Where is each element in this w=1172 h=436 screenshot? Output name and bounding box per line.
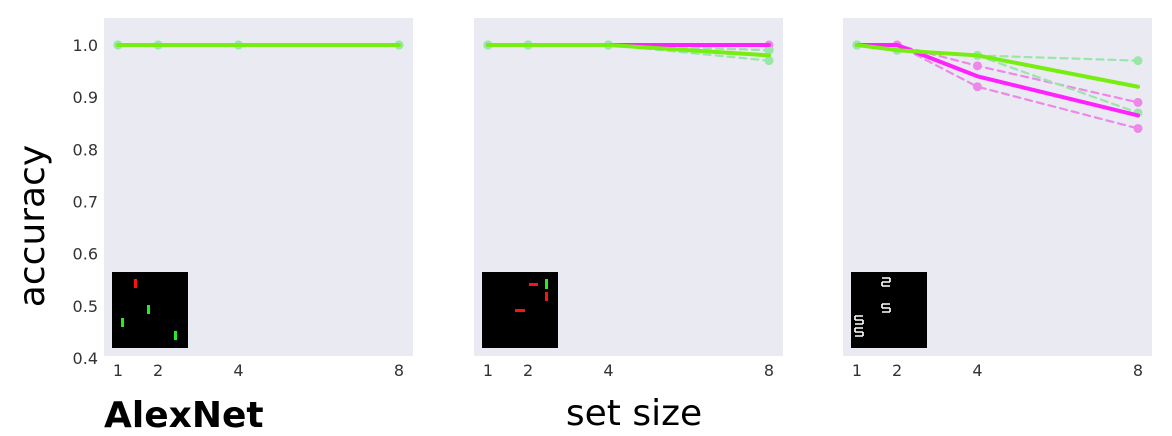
stimulus-bar	[174, 331, 177, 340]
stimulus-bar	[545, 292, 548, 301]
x-axis-label: set size	[566, 393, 702, 434]
stimulus-bar	[147, 305, 150, 314]
stimulus-shape	[881, 303, 891, 313]
series-line-magenta-solid	[855, 43, 1140, 118]
panel-1: 0.4 0.5 0.6 0.7 0.8 0.9 1.0 1 2 4 8	[73, 18, 413, 380]
y-tick-label: 0.4	[73, 349, 98, 368]
stimulus-bar	[515, 309, 525, 312]
x-tick-label: 4	[233, 361, 243, 380]
data-point	[1133, 97, 1143, 107]
stimulus-shape	[881, 277, 891, 287]
data-point	[764, 56, 774, 66]
stimulus-bar	[545, 279, 548, 289]
data-point	[1133, 123, 1143, 133]
x-tick-label: 1	[113, 361, 123, 380]
panels: 0.40.50.60.70.80.91.01 2 4 8 1 2 4 8 1 2 4 8	[73, 18, 1152, 380]
y-tick-label: 0.7	[73, 193, 98, 212]
data-point	[972, 82, 982, 92]
y-tick-label: 0.6	[73, 245, 98, 264]
x-tick-label: 4	[603, 361, 613, 380]
stimulus-bar	[134, 279, 137, 288]
y-tick-label: 0.9	[73, 88, 98, 107]
x-tick-label: 1	[483, 361, 493, 380]
x-tick-label: 8	[394, 361, 404, 380]
model-label: AlexNet	[104, 395, 264, 436]
y-tick-label: 0.5	[73, 297, 98, 316]
series-line-green-dashed	[855, 43, 1140, 114]
stimulus-bar	[121, 318, 124, 327]
x-tick-label: 2	[523, 361, 533, 380]
data-point	[764, 45, 774, 55]
x-tick-label: 8	[1133, 361, 1143, 380]
x-tick-label: 2	[153, 361, 163, 380]
series-line-green-solid	[855, 43, 1140, 89]
panel-2: 1 2 4 8	[474, 18, 783, 380]
y-tick-label: 1.0	[73, 36, 98, 55]
x-tick-label: 8	[764, 361, 774, 380]
series-line-green-solid	[486, 43, 771, 58]
panel-3: 1 2 4 8	[843, 18, 1152, 380]
data-point	[972, 61, 982, 71]
y-axis-label: accuracy	[12, 145, 53, 307]
stimulus-bar	[529, 283, 538, 286]
x-tick-label: 2	[892, 361, 902, 380]
y-tick-label: 0.8	[73, 140, 98, 159]
stimulus-shape	[854, 315, 864, 337]
data-point	[1133, 56, 1143, 66]
x-tick-label: 1	[852, 361, 862, 380]
x-tick-label: 4	[972, 361, 982, 380]
